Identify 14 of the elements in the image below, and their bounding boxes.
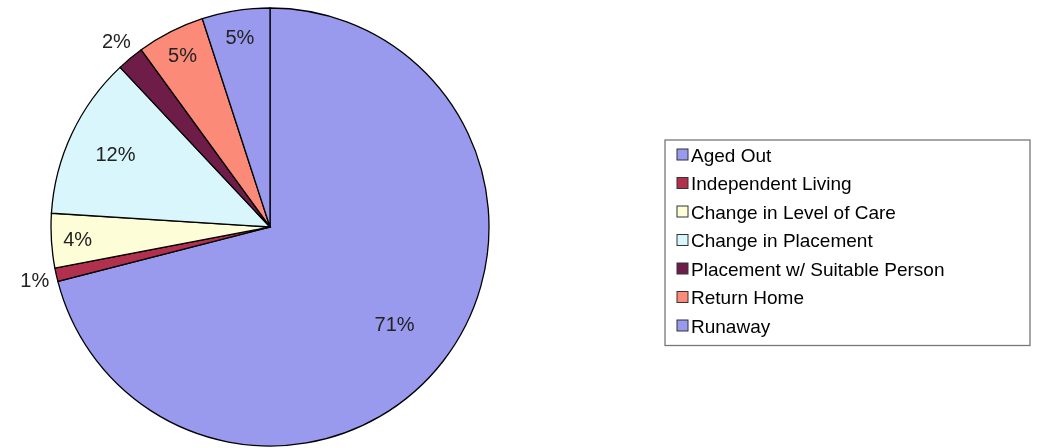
legend-label: Aged Out: [691, 144, 772, 166]
legend-label: Placement w/ Suitable Person: [691, 258, 945, 280]
data-label: 4%: [63, 228, 93, 251]
legend-label: Independent Living: [691, 173, 852, 194]
legend-label: Runaway: [691, 315, 771, 337]
data-label: 5%: [225, 25, 255, 48]
data-label: 1%: [20, 268, 50, 291]
data-label: 12%: [95, 143, 136, 166]
data-label: 71%: [374, 312, 415, 335]
legend-label: Change in Placement: [691, 230, 874, 251]
data-label: 5%: [168, 44, 198, 67]
data-label: 2%: [101, 30, 132, 53]
legend-label: Return Home: [691, 287, 804, 308]
legend-label: Change in Level of Care: [691, 201, 896, 223]
